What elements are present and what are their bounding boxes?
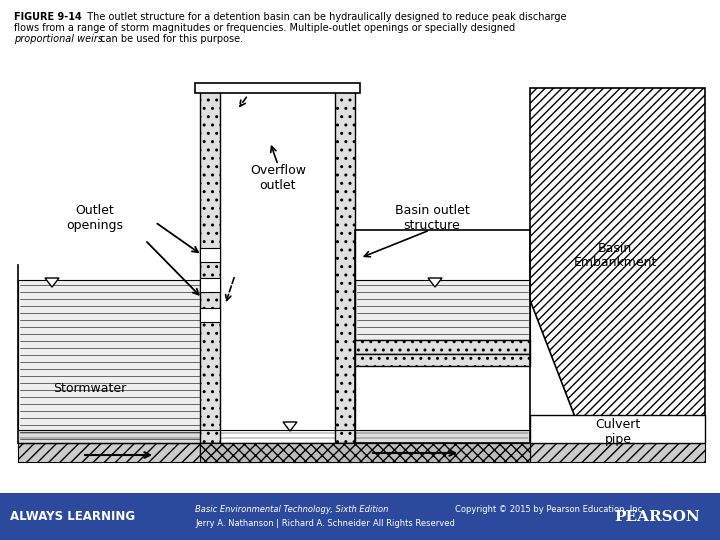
Bar: [530, 443, 705, 462]
Bar: [530, 415, 705, 443]
Bar: [200, 308, 220, 322]
Text: flows from a range of storm magnitudes or frequencies. Multiple-outlet openings : flows from a range of storm magnitudes o…: [14, 23, 515, 33]
Bar: [18, 443, 530, 462]
Bar: [18, 280, 205, 443]
Text: Jerry A. Nathanson | Richard A. Schneider: Jerry A. Nathanson | Richard A. Schneide…: [195, 519, 370, 529]
Polygon shape: [428, 278, 442, 287]
Text: FIGURE 9-14: FIGURE 9-14: [14, 12, 82, 22]
Text: ALWAYS LEARNING: ALWAYS LEARNING: [10, 510, 135, 523]
Text: PEARSON: PEARSON: [614, 510, 700, 524]
Polygon shape: [45, 278, 59, 287]
Polygon shape: [530, 88, 705, 443]
Text: can be used for this purpose.: can be used for this purpose.: [97, 34, 243, 44]
Bar: [195, 83, 360, 93]
Bar: [18, 430, 530, 443]
Text: All Rights Reserved: All Rights Reserved: [373, 519, 455, 529]
Bar: [200, 278, 220, 292]
Text: proportional weirs: proportional weirs: [14, 34, 103, 44]
Bar: [15, 58, 707, 493]
Text: Outlet
openings: Outlet openings: [66, 204, 124, 232]
Text: Embankment: Embankment: [573, 256, 657, 269]
Text: Overflow
outlet: Overflow outlet: [250, 164, 306, 192]
Text: Basin outlet
structure: Basin outlet structure: [395, 204, 469, 232]
Bar: [200, 248, 220, 262]
Bar: [200, 88, 220, 443]
Bar: [200, 443, 530, 462]
Text: Basic Environmental Technology, Sixth Edition: Basic Environmental Technology, Sixth Ed…: [195, 505, 388, 515]
Bar: [220, 88, 335, 443]
Text: The outlet structure for a detention basin can be hydraulically designed to redu: The outlet structure for a detention bas…: [81, 12, 567, 22]
Bar: [355, 230, 530, 443]
Text: Culvert
pipe: Culvert pipe: [595, 418, 641, 446]
Bar: [355, 340, 530, 354]
Text: Basin: Basin: [598, 241, 632, 254]
Text: Copyright © 2015 by Pearson Education, Inc.: Copyright © 2015 by Pearson Education, I…: [455, 505, 645, 515]
Bar: [355, 280, 530, 340]
Bar: [0, 493, 720, 540]
Bar: [200, 443, 355, 455]
Bar: [335, 88, 355, 443]
Polygon shape: [283, 422, 297, 431]
Bar: [355, 354, 530, 366]
Text: Stormwater: Stormwater: [53, 381, 127, 395]
